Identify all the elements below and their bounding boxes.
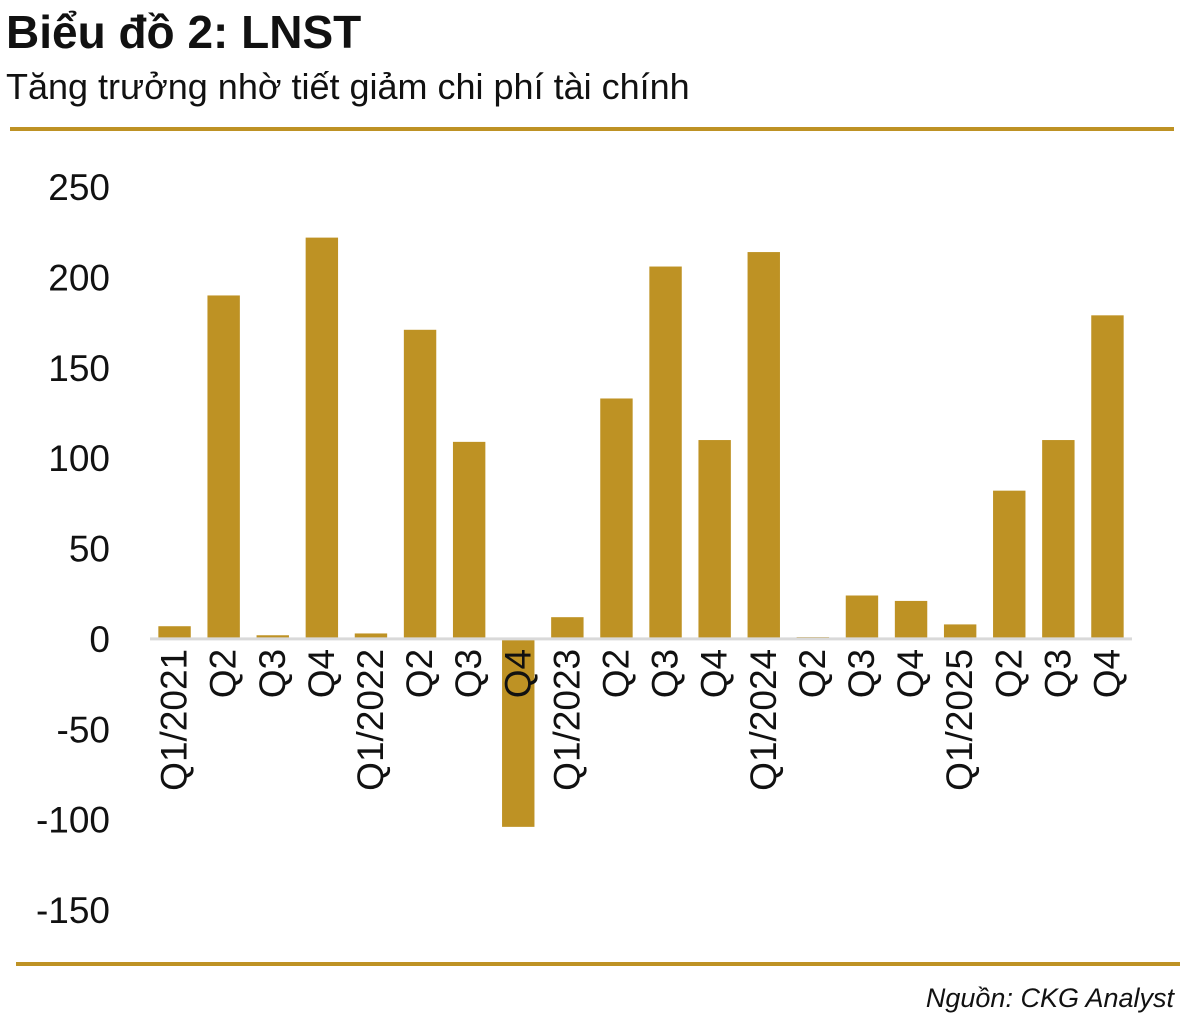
x-tick-label: Q2	[792, 649, 833, 698]
y-tick-label: -50	[57, 709, 110, 750]
x-tick-label: Q2	[399, 649, 440, 698]
x-tick-label: Q4	[1086, 649, 1127, 698]
x-tick-label: Q1/2024	[743, 649, 784, 791]
y-tick-label: 100	[48, 438, 110, 479]
bar	[943, 624, 977, 639]
bar	[845, 595, 879, 639]
x-tick-label: Q3	[841, 649, 882, 698]
x-tick-label: Q4	[890, 649, 931, 698]
bar	[551, 617, 584, 639]
x-tick-label: Q4	[694, 649, 735, 698]
x-tick-label: Q1/2025	[939, 649, 980, 791]
x-tick-label: Q4	[497, 649, 538, 698]
bar	[158, 626, 191, 639]
top-divider	[10, 127, 1174, 131]
y-tick-label: 50	[69, 529, 110, 570]
bottom-divider	[16, 962, 1180, 966]
bar	[403, 329, 437, 639]
chart-subtitle: Tăng trưởng nhờ tiết giảm chi phí tài ch…	[6, 66, 690, 107]
y-tick-label: 250	[48, 167, 110, 208]
x-axis-tick-labels: Q1/2021 Q2 Q3 Q4 Q1/2022 Q2 Q3 Q4 Q1/2023 Q2 Q3 Q4 Q…	[154, 649, 1128, 791]
x-tick-label: Q3	[252, 649, 293, 698]
y-tick-label: 150	[48, 348, 110, 389]
bar-series	[158, 237, 1124, 827]
bar	[452, 441, 486, 639]
x-tick-label: Q2	[595, 649, 636, 698]
source-note: Nguồn: CKG Analyst	[925, 983, 1174, 1013]
bar	[207, 295, 240, 639]
x-tick-label: Q3	[645, 649, 686, 698]
y-tick-label: 0	[89, 619, 110, 660]
chart-title: Biểu đồ 2: LNST	[6, 6, 362, 58]
x-tick-label: Q1/2021	[154, 649, 195, 791]
bar	[747, 252, 780, 639]
bar	[1042, 440, 1075, 639]
x-tick-label: Q1/2022	[350, 649, 391, 791]
bar	[894, 600, 928, 639]
x-tick-label: Q1/2023	[546, 649, 587, 791]
y-tick-label: -100	[36, 800, 110, 841]
x-tick-label: Q2	[988, 649, 1029, 698]
bar	[305, 237, 339, 639]
bar	[993, 490, 1026, 639]
bar	[256, 635, 289, 639]
x-tick-label: Q3	[448, 649, 489, 698]
x-tick-label: Q2	[203, 649, 244, 698]
bar	[1091, 315, 1124, 639]
bar	[502, 638, 535, 827]
bar	[600, 398, 633, 639]
y-axis-tick-labels: 250 200 150 100 50 0 -50 -100 -150	[36, 167, 110, 931]
x-tick-label: Q3	[1037, 649, 1078, 698]
y-tick-label: -150	[36, 890, 110, 931]
x-tick-label: Q4	[301, 649, 342, 698]
bar	[354, 633, 388, 639]
bar	[698, 440, 731, 639]
bar	[649, 266, 682, 639]
y-tick-label: 200	[48, 257, 110, 298]
